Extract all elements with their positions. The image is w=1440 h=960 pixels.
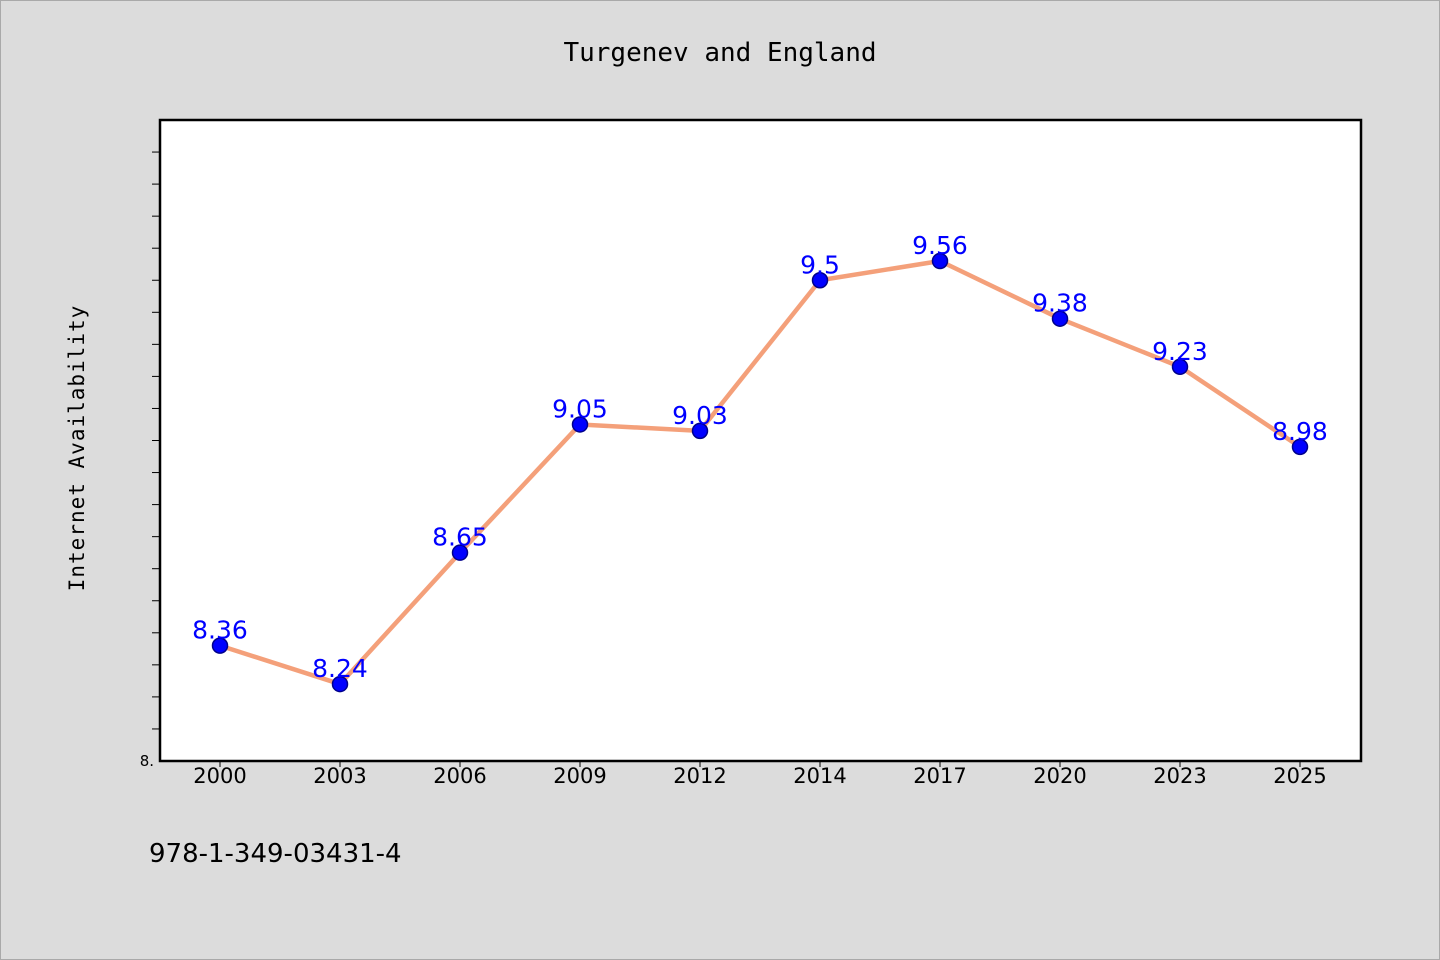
data-point-marker — [1291, 438, 1309, 456]
series-line — [217, 258, 1303, 687]
data-point-label: 9.03 — [672, 401, 728, 430]
data-point-label: 8.65 — [432, 523, 488, 552]
isbn-footer: 978-1-349-03431-4 — [149, 839, 402, 869]
series-group: 8.36 8.24 8.65 9.05 9.03 9.5 9.56 9.38 9.23 8.98 — [192, 231, 1328, 693]
x-axis-tick-label: 2014 — [793, 764, 846, 788]
x-axis-tick-label: 2000 — [193, 764, 246, 788]
chart-title: Turgenev and England — [563, 38, 876, 68]
data-point-marker — [331, 675, 349, 693]
x-axis-tick-label: 2025 — [1273, 764, 1326, 788]
data-point-label: 8.98 — [1272, 417, 1328, 446]
data-point-marker — [1051, 310, 1069, 327]
x-axis-tick-label: 2009 — [553, 764, 606, 788]
x-axis-tick-label: 2003 — [313, 764, 366, 788]
data-point-marker — [1171, 358, 1189, 376]
data-point-marker — [691, 422, 709, 440]
data-point-marker — [571, 416, 589, 433]
x-axis-ticks: 2000 2003 2006 2009 2012 2014 2017 2020 2023 2025 — [193, 761, 1327, 788]
data-point-label: 9.23 — [1152, 337, 1208, 366]
y-axis-tick-label-min: 8. — [140, 752, 154, 770]
data-point-label: 8.24 — [312, 654, 368, 683]
data-point-label: 8.36 — [192, 616, 248, 645]
data-point-marker — [811, 272, 829, 289]
x-axis-tick-label: 2012 — [673, 764, 726, 788]
x-axis-tick-label: 2017 — [913, 764, 966, 788]
data-point-label: 9.05 — [552, 394, 608, 423]
y-axis-ticks — [152, 151, 160, 730]
data-point-label: 9.38 — [1032, 289, 1088, 318]
y-axis-label: Internet Availability — [65, 305, 89, 592]
data-point-label: 9.56 — [912, 231, 968, 260]
x-axis-tick-label: 2020 — [1033, 764, 1086, 788]
data-point-marker — [451, 544, 469, 561]
x-axis-tick-label: 2006 — [433, 764, 486, 788]
data-point-marker — [931, 252, 949, 270]
data-point-label: 9.5 — [800, 250, 840, 279]
x-axis-tick-label: 2023 — [1153, 764, 1206, 788]
data-point-marker — [211, 637, 229, 654]
plot-area — [158, 118, 1363, 763]
